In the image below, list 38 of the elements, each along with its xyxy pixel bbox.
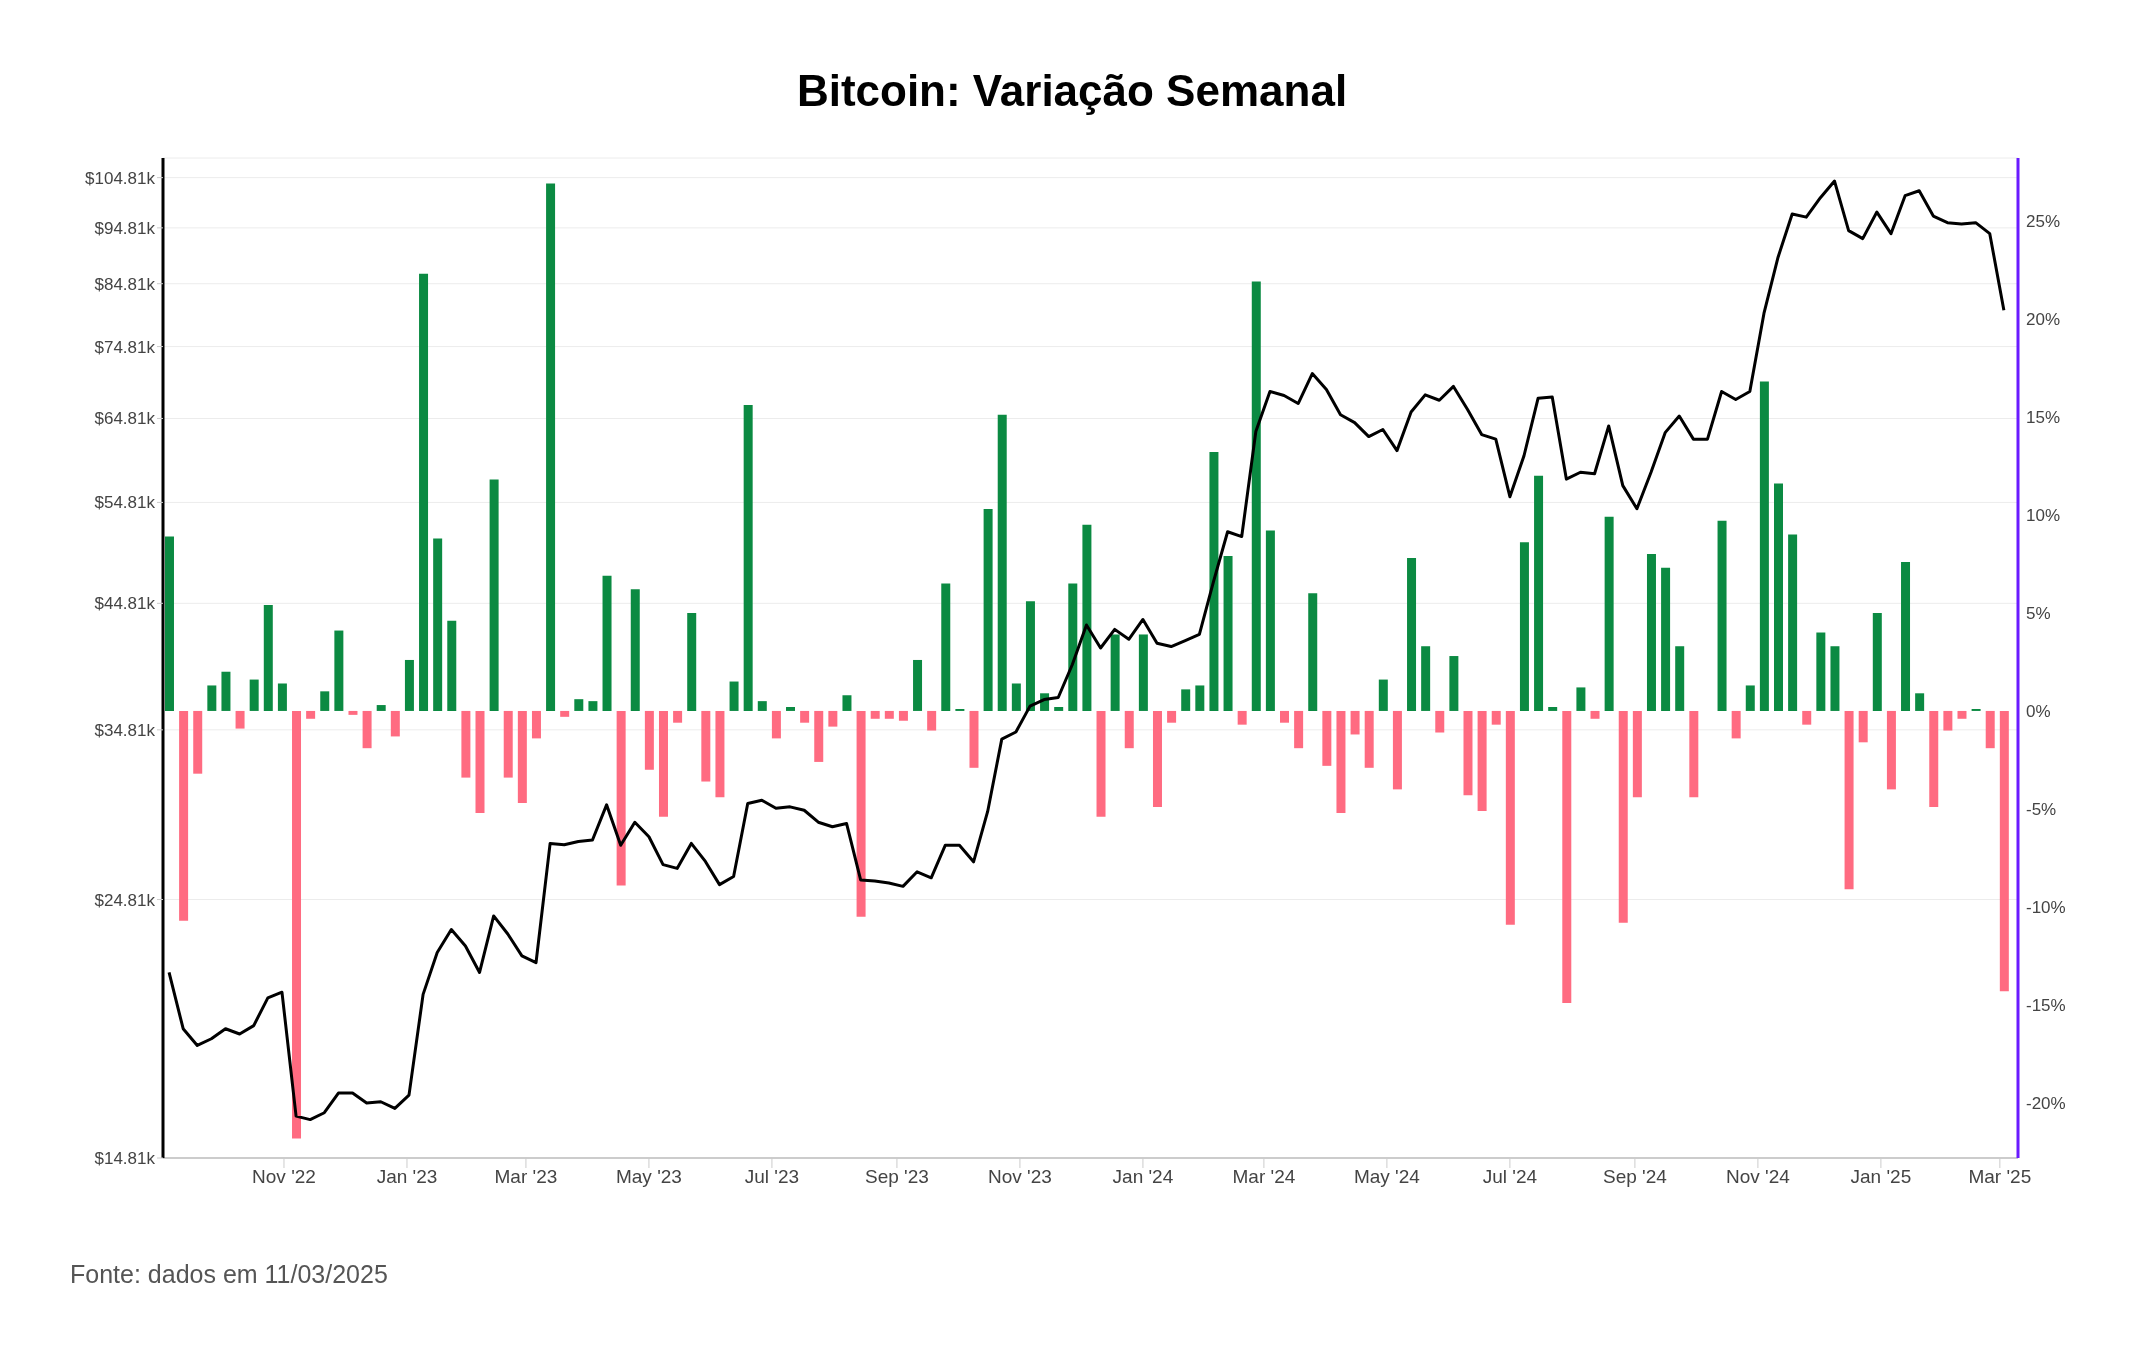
- y-tick-label: $64.81k: [94, 409, 156, 429]
- y2-tick-label: 10%: [2026, 505, 2061, 525]
- x-tick-label: Jul '24: [1482, 1166, 1538, 1188]
- y2-tick-label: 20%: [2026, 309, 2061, 329]
- y2-tick-label: 15%: [2026, 407, 2061, 427]
- y2-tick-label: -10%: [2026, 898, 2066, 918]
- y2-tick-label: 5%: [2026, 603, 2051, 623]
- chart-title: Bitcoin: Variação Semanal: [795, 65, 1349, 117]
- x-tick-label: Jul '23: [744, 1166, 800, 1188]
- y2-tick-label: -20%: [2026, 1094, 2066, 1114]
- y2-tick-label: 0%: [2026, 701, 2051, 721]
- y-tick-label: $94.81k: [94, 218, 156, 238]
- y2-tick-label: 25%: [2026, 211, 2061, 231]
- x-tick-label: Mar '25: [1968, 1166, 2032, 1188]
- source-note: Fonte: dados em 11/03/2025: [70, 1260, 388, 1290]
- x-tick-label: Sep '24: [1602, 1166, 1668, 1188]
- x-tick-label: May '23: [615, 1166, 682, 1188]
- x-tick-label: Nov '22: [252, 1166, 316, 1188]
- y-tick-label: $54.81k: [94, 493, 156, 513]
- line-series: [167, 179, 2006, 1122]
- y-tick-label: $24.81k: [94, 890, 156, 910]
- y-tick-label: $34.81k: [94, 720, 156, 740]
- y-tick-label: $14.81k: [94, 1149, 156, 1169]
- x-tick-label: Nov '24: [1725, 1166, 1791, 1188]
- y-tick-label: $74.81k: [94, 337, 156, 357]
- y-tick-label: $84.81k: [94, 274, 156, 294]
- x-tick-label: Jan '25: [1850, 1166, 1912, 1188]
- y-tick-label: $44.81k: [94, 594, 156, 614]
- y-tick-label: $104.81k: [85, 168, 156, 188]
- y2-tick-label: -5%: [2026, 800, 2057, 820]
- x-tick-label: Jan '24: [1112, 1166, 1174, 1188]
- x-tick-label: Mar '24: [1232, 1166, 1296, 1188]
- x-tick-label: May '24: [1353, 1166, 1421, 1188]
- x-tick-label: Sep '23: [865, 1166, 929, 1188]
- x-tick-label: Mar '23: [494, 1166, 558, 1188]
- x-tick-label: Jan '23: [376, 1166, 438, 1188]
- y2-tick-label: -15%: [2026, 996, 2066, 1016]
- x-tick-label: Nov '23: [988, 1166, 1052, 1188]
